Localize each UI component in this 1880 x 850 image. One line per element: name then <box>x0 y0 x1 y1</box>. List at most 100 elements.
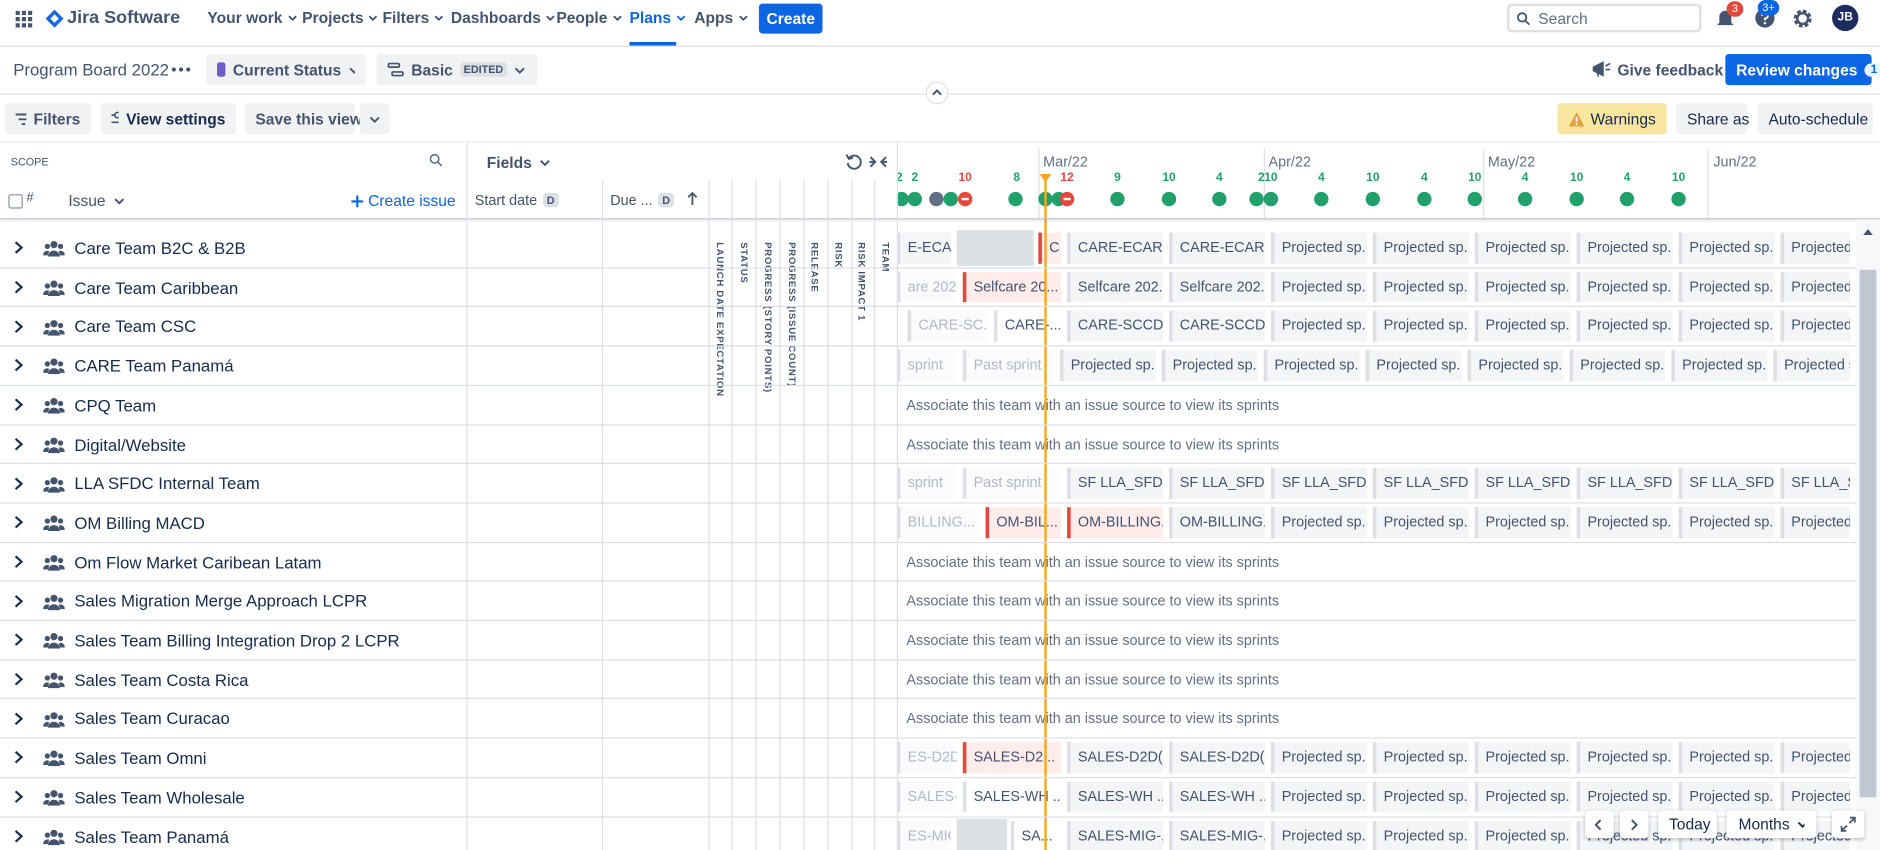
sprint-marker[interactable] <box>1365 191 1381 207</box>
more-icon[interactable] <box>171 66 191 73</box>
team-row[interactable]: Digital/Website <box>0 425 466 464</box>
avatar[interactable]: JB <box>1832 4 1859 32</box>
sprint-cell[interactable]: Projected sp... <box>1372 311 1469 342</box>
sprint-cell[interactable]: Projected sp... <box>1263 350 1360 382</box>
view-settings-button[interactable]: View settings <box>100 103 237 135</box>
team-row[interactable]: Sales Team Omni <box>0 739 466 778</box>
sprint-cell[interactable]: Projected sp... <box>1372 820 1469 850</box>
sprint-cell[interactable]: Projected sp... <box>1270 311 1367 342</box>
sprint-cell[interactable]: Projected sp... <box>1474 742 1571 774</box>
sprint-cell[interactable]: SALES-WH ... <box>1169 781 1265 813</box>
share-button[interactable]: Share as <box>1676 103 1749 135</box>
sprint-cell[interactable]: Projected sp... <box>1270 781 1367 813</box>
sprint-cell[interactable]: Projected s <box>1780 507 1851 538</box>
sprint-cell[interactable]: Projected sp... <box>1270 820 1367 850</box>
select-all-checkbox[interactable] <box>8 194 23 209</box>
sprint-cell[interactable]: Projected sp... <box>1671 350 1768 382</box>
sprint-cell[interactable]: Projected sp... <box>1678 742 1775 774</box>
previous-button[interactable] <box>1585 810 1614 839</box>
sprint-cell[interactable]: CARE-... <box>993 311 1062 342</box>
team-row[interactable]: Care Team CSC <box>0 307 466 346</box>
sprint-marker[interactable] <box>1569 191 1584 207</box>
sprint-cell[interactable]: OM-BILLING... <box>1169 507 1265 538</box>
sprint-cell[interactable]: Projected sp... <box>1474 507 1571 538</box>
save-view-button[interactable]: Save this view <box>244 103 362 135</box>
sprint-cell[interactable]: Projected sp... <box>1474 820 1571 850</box>
sprint-cell[interactable]: SF LLA_SFD... <box>1576 467 1673 499</box>
sprint-cell[interactable]: CARE-SCCD... <box>1169 311 1265 342</box>
sprint-cell[interactable]: Projected s <box>1780 742 1851 774</box>
team-row[interactable]: CPQ Team <box>0 386 466 425</box>
nav-item[interactable]: People <box>556 8 622 26</box>
sprint-cell[interactable]: sprint <box>896 350 957 382</box>
jira-logo[interactable] <box>45 9 64 28</box>
sprint-cell[interactable]: Projected s <box>1780 311 1851 342</box>
start-date-header[interactable]: Start date D <box>475 192 559 209</box>
sprint-cell[interactable]: Projected sp... <box>1059 350 1156 382</box>
sprint-cell[interactable]: SALES-D2D(... <box>1169 742 1265 774</box>
sprint-cell[interactable]: SALES-... <box>896 781 957 813</box>
sprint-cell[interactable]: Projected sp... <box>1270 742 1367 774</box>
sprint-cell[interactable]: OM-BILLING... <box>1067 507 1164 538</box>
sprint-cell[interactable]: are 202... <box>896 271 957 303</box>
sprint-cell[interactable]: SF LLA_SFD... <box>1678 467 1775 499</box>
search-box[interactable]: Search <box>1507 3 1702 33</box>
team-row[interactable]: LLA SFDC Internal Team <box>0 464 466 503</box>
sprint-marker[interactable] <box>1161 191 1177 207</box>
sprint-cell[interactable]: SA... <box>1010 820 1062 850</box>
sprint-cell[interactable]: BILLING... <box>896 507 980 538</box>
today-button[interactable]: Today <box>1658 810 1717 839</box>
sprint-cell[interactable]: Projected sp... <box>1161 350 1258 382</box>
save-options-button[interactable] <box>359 103 390 135</box>
sprint-cell[interactable]: Projected sp... <box>1372 742 1469 774</box>
sprint-cell[interactable]: Projected sp... <box>1474 271 1571 303</box>
sprint-cell[interactable]: CARE-ECAR... <box>1169 232 1265 264</box>
sprint-cell[interactable]: ES-MIG-... <box>896 820 951 850</box>
sprint-marker[interactable] <box>907 191 923 207</box>
sprint-cell[interactable]: SF LLA_SFD... <box>1169 467 1265 499</box>
sprint-marker[interactable] <box>1008 191 1023 207</box>
product-name[interactable]: Jira Software <box>67 7 181 28</box>
sprint-cell[interactable]: Projected sp... <box>1270 271 1367 303</box>
sprint-marker[interactable] <box>1417 191 1432 207</box>
sprint-cell[interactable]: Projected sp... <box>1576 507 1673 538</box>
sprint-cell[interactable]: C <box>1038 232 1062 264</box>
sort-arrow-icon[interactable] <box>687 191 698 206</box>
reset-icon[interactable] <box>845 153 862 170</box>
sprint-cell[interactable]: Projected sp <box>1773 350 1851 382</box>
sprint-marker[interactable] <box>896 191 909 207</box>
nav-item[interactable]: Plans <box>629 8 685 26</box>
sprint-cell[interactable]: Projected sp... <box>1576 311 1673 342</box>
sprint-marker[interactable] <box>1212 191 1227 207</box>
sprint-cell[interactable]: Projected s <box>1780 232 1851 264</box>
collapse-fields-icon[interactable] <box>869 156 888 168</box>
sprint-cell[interactable]: Projected sp... <box>1678 507 1775 538</box>
filters-button[interactable]: Filters <box>4 103 92 135</box>
sprint-cell[interactable]: SALES-MIG-... <box>1169 820 1265 850</box>
sprint-cell[interactable]: Projected sp... <box>1576 742 1673 774</box>
sprint-marker[interactable] <box>1249 191 1264 207</box>
nav-item[interactable]: Dashboards <box>451 8 555 26</box>
sprint-cell[interactable]: Projected sp... <box>1678 781 1775 813</box>
sprint-cell[interactable]: Projected sp... <box>1678 232 1775 264</box>
team-row[interactable]: CARE Team Panamá <box>0 347 466 386</box>
team-row[interactable]: Om Flow Market Caribean Latam <box>0 543 466 582</box>
next-button[interactable] <box>1619 810 1649 839</box>
sprint-marker[interactable] <box>1263 191 1279 207</box>
sprint-cell[interactable]: Projected sp... <box>1569 350 1666 382</box>
sprint-cell[interactable]: Projected sp... <box>1372 781 1469 813</box>
auto-schedule-button[interactable]: Auto-schedule <box>1757 103 1873 135</box>
review-changes-button[interactable]: Review changes 1 <box>1725 53 1880 86</box>
sprint-cell[interactable]: SALES-D2D(... <box>1067 742 1164 774</box>
sprint-marker[interactable] <box>1619 191 1635 207</box>
team-row[interactable]: Sales Team Panamá <box>0 817 466 850</box>
sprint-cell[interactable]: Projected s <box>1780 271 1851 303</box>
fullscreen-button[interactable] <box>1832 810 1865 839</box>
nav-item[interactable]: Your work <box>207 8 297 26</box>
scroll-up-arrow[interactable] <box>1862 228 1874 236</box>
sprint-cell[interactable]: SALES-WH ... <box>1067 781 1164 813</box>
sprint-cell[interactable]: Projected sp... <box>1576 781 1673 813</box>
sprint-warning-marker[interactable] <box>957 191 973 207</box>
sprint-cell[interactable]: Projected sp... <box>1270 232 1367 264</box>
sprint-cell[interactable]: Projected sp... <box>1474 232 1571 264</box>
